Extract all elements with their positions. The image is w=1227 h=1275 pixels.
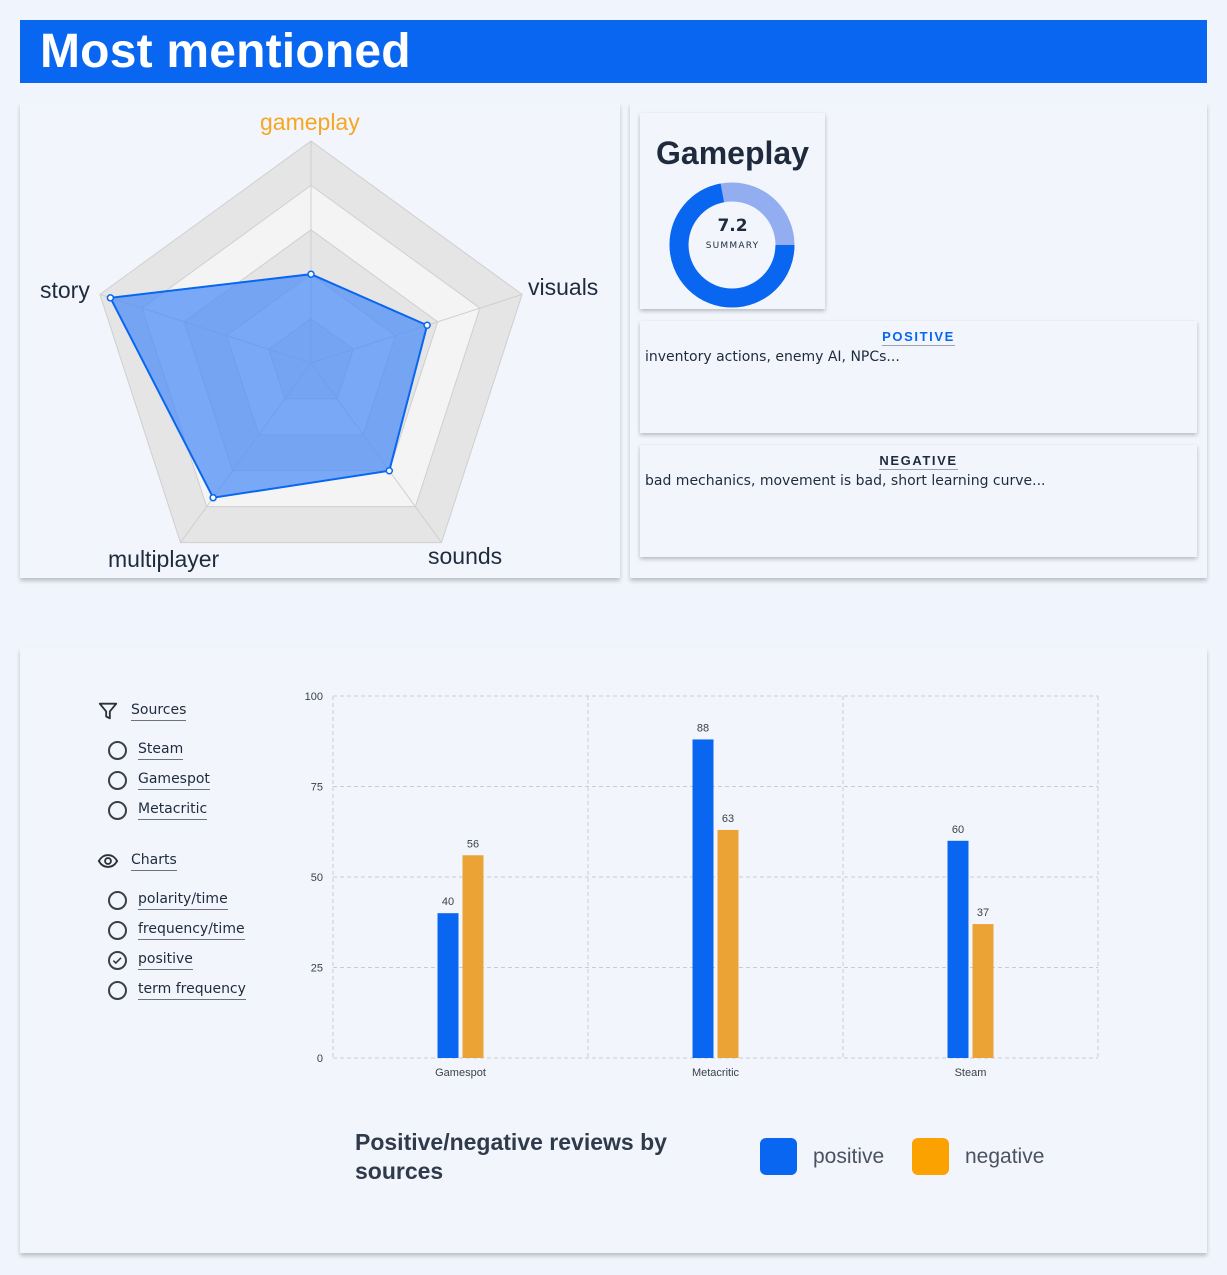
x-tick-label: Gamespot: [435, 1067, 486, 1079]
y-tick-label: 50: [311, 872, 323, 884]
positive-box: POSITIVE inventory actions, enemy AI, NP…: [640, 321, 1197, 433]
chart-option-label: positive: [138, 951, 193, 970]
negative-heading: NEGATIVE: [879, 453, 958, 470]
reviews-chart-card: Sources Steam Gamespot Metacritic Charts…: [20, 648, 1207, 1253]
source-option-metacritic[interactable]: Metacritic: [108, 801, 208, 820]
legend-swatch: [760, 1138, 797, 1175]
radar-label-sounds[interactable]: sounds: [428, 543, 503, 569]
bar-grid: [332, 695, 1099, 1059]
summary-caption: SUMMARY: [705, 241, 760, 251]
summary-donut-chart: [669, 182, 795, 308]
legend-label: positive: [813, 1144, 885, 1168]
checked-radio-icon[interactable]: [108, 951, 127, 970]
source-option-label: Steam: [138, 741, 184, 760]
negative-box: NEGATIVE bad mechanics, movement is bad,…: [640, 445, 1197, 557]
bar-value-label: 60: [952, 824, 964, 836]
bar-negative-steam[interactable]: [972, 924, 994, 1058]
radio-icon[interactable]: [108, 981, 127, 1000]
bar-positive-metacritic[interactable]: [692, 739, 714, 1058]
reviews-bar-chart: 0 25 50 75 100 40 56 Gamespot 88 63 Metacritic 60 37…: [305, 691, 1099, 1079]
source-option-label: Metacritic: [138, 801, 208, 820]
donut-value-arc: [669, 182, 795, 308]
radar-area: [108, 273, 429, 499]
bar-negative-gamespot[interactable]: [462, 855, 484, 1058]
negative-terms: bad mechanics, movement is bad, short le…: [645, 473, 1046, 489]
bar-positive-gamespot[interactable]: [437, 913, 459, 1058]
chart-option-label: polarity/time: [138, 891, 228, 910]
radar-point-sounds[interactable]: [385, 467, 394, 475]
sources-filter-header[interactable]: Sources: [97, 700, 187, 722]
bar-value-label: 63: [722, 813, 734, 825]
radio-icon[interactable]: [108, 891, 127, 910]
radio-icon[interactable]: [108, 921, 127, 940]
bar-positive-steam[interactable]: [947, 840, 969, 1058]
radar-label-visuals[interactable]: visuals: [528, 274, 599, 300]
source-option-label: Gamespot: [138, 771, 210, 790]
summary-score: 7.2: [717, 216, 748, 236]
bar-negative-metacritic[interactable]: [717, 829, 739, 1058]
chart-option-frequency-time[interactable]: frequency/time: [108, 921, 245, 940]
eye-icon: [97, 854, 119, 868]
bar-value-label: 40: [442, 896, 454, 908]
radio-icon[interactable]: [108, 801, 127, 820]
x-tick-label: Metacritic: [692, 1067, 740, 1079]
legend-swatch: [912, 1138, 949, 1175]
radar-chart-card: gameplay visuals sounds multiplayer stor…: [20, 103, 620, 578]
source-option-gamespot[interactable]: Gamespot: [108, 771, 210, 790]
source-option-steam[interactable]: Steam: [108, 741, 184, 760]
y-tick-label: 75: [311, 782, 323, 794]
y-tick-label: 100: [305, 691, 323, 703]
radar-point-gameplay[interactable]: [307, 270, 315, 278]
radio-icon[interactable]: [108, 741, 127, 760]
chart-option-polarity-time[interactable]: polarity/time: [108, 891, 228, 910]
y-tick-label: 0: [317, 1053, 323, 1065]
charts-label: Charts: [131, 852, 177, 871]
legend-item-negative[interactable]: negative: [912, 1138, 1044, 1175]
radio-icon[interactable]: [108, 771, 127, 790]
radar-point-story[interactable]: [106, 294, 115, 302]
aspect-detail-card: Gameplay 7.2 SUMMARY POSITIVE inventory …: [630, 103, 1207, 578]
header-bar: Most mentioned: [20, 20, 1207, 83]
bar-value-label: 88: [697, 722, 709, 734]
radar-point-visuals[interactable]: [423, 321, 431, 330]
chart-option-label: frequency/time: [138, 921, 245, 940]
radar-chart: [99, 140, 523, 544]
bar-value-label: 37: [977, 907, 989, 919]
summary-box: Gameplay 7.2 SUMMARY: [640, 113, 825, 309]
radar-label-gameplay[interactable]: gameplay: [260, 109, 360, 135]
positive-heading: POSITIVE: [882, 329, 955, 346]
positive-terms: inventory actions, enemy AI, NPCs...: [645, 349, 900, 365]
bar-value-label: 56: [467, 838, 479, 850]
sources-label: Sources: [131, 702, 187, 721]
summary-title: Gameplay: [656, 135, 809, 171]
legend-item-positive[interactable]: positive: [760, 1138, 884, 1175]
charts-filter-header[interactable]: Charts: [97, 850, 177, 872]
chart-option-label: term frequency: [138, 981, 246, 1000]
chart-option-positive[interactable]: positive: [108, 951, 193, 970]
chart-title: Positive/negative reviews by sources: [355, 1129, 667, 1184]
legend-label: negative: [965, 1144, 1045, 1168]
y-tick-label: 25: [311, 963, 323, 975]
page-title: Most mentioned: [40, 25, 411, 78]
radar-label-story[interactable]: story: [40, 277, 90, 303]
chart-option-term-frequency[interactable]: term frequency: [108, 981, 246, 1000]
radar-point-multiplayer[interactable]: [209, 493, 217, 502]
x-tick-label: Steam: [955, 1067, 987, 1079]
filter-icon: [98, 702, 118, 720]
radar-label-multiplayer[interactable]: multiplayer: [108, 546, 220, 572]
